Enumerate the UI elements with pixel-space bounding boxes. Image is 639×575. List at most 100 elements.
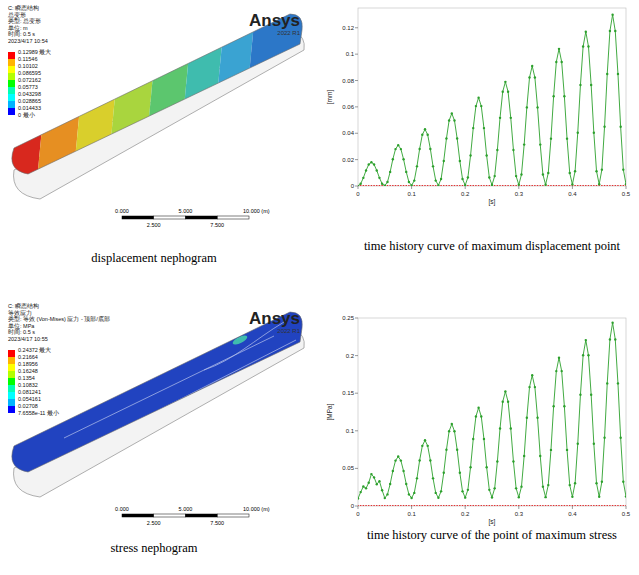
series-marker	[502, 185, 504, 186]
series-marker	[362, 177, 364, 179]
series-marker	[499, 505, 501, 506]
y-tick-label: 0.12	[342, 25, 354, 31]
series-marker	[451, 423, 453, 425]
series-marker	[606, 185, 608, 186]
series-marker	[435, 179, 437, 181]
series-marker	[539, 143, 541, 145]
series-marker	[502, 400, 504, 402]
series-marker	[531, 65, 533, 67]
series-marker	[601, 185, 603, 186]
x-tick	[465, 186, 466, 189]
legend-swatch	[8, 378, 15, 385]
series-marker	[368, 185, 370, 186]
contour-spot	[231, 334, 248, 346]
header-text: 类型: 总变形	[8, 17, 41, 24]
series-marker	[483, 438, 485, 440]
series-marker	[362, 185, 364, 186]
series-marker	[392, 185, 394, 186]
series-marker	[595, 170, 597, 172]
series-marker	[387, 505, 389, 506]
legend-swatch	[8, 87, 15, 94]
series-marker	[537, 505, 539, 506]
series-marker	[609, 505, 611, 506]
series-marker	[520, 485, 522, 487]
series-marker	[601, 505, 603, 506]
series-marker	[365, 505, 367, 506]
series-marker	[571, 496, 573, 498]
series-marker	[373, 185, 375, 186]
series-marker	[577, 132, 579, 134]
series-marker	[386, 181, 388, 183]
series-marker	[421, 445, 423, 447]
series-marker	[505, 505, 507, 506]
series-marker	[418, 148, 420, 150]
legend-swatch	[8, 385, 15, 392]
x-tick-label: 0.4	[568, 191, 577, 197]
header-text: 单位: m	[8, 25, 28, 31]
series-marker	[579, 84, 581, 86]
caption-text: time history curve of maximum displaceme…	[364, 239, 621, 253]
series-marker	[550, 137, 552, 139]
series-marker	[606, 505, 608, 506]
x-tick-label: 0.2	[461, 511, 470, 517]
series-marker	[478, 185, 480, 186]
x-axis-title: [s]	[489, 518, 496, 526]
series-marker	[477, 407, 479, 409]
series-marker	[496, 505, 498, 506]
y-tick	[355, 318, 358, 319]
series-marker	[590, 84, 592, 86]
series-marker	[397, 505, 399, 506]
series-marker	[534, 185, 536, 186]
series-marker	[424, 185, 426, 186]
series-marker	[598, 505, 600, 506]
series-marker	[582, 505, 584, 506]
series-marker	[558, 357, 560, 359]
series-marker	[462, 185, 464, 186]
y-tick	[355, 133, 358, 134]
x-tick	[411, 186, 412, 189]
series-marker	[475, 415, 477, 417]
series-marker	[389, 505, 391, 506]
series-marker	[443, 185, 445, 186]
header-text: 2023/4/17 10:54	[8, 38, 48, 44]
series-marker	[526, 417, 528, 419]
series-marker	[491, 496, 493, 498]
y-tick	[355, 106, 358, 107]
series-marker	[384, 505, 386, 506]
nephogram-panel: C: 瞬态结构等效应力类型: 等效 (Von-Mises) 应力 - 顶部/底部…	[4, 300, 314, 532]
series-marker	[368, 163, 370, 165]
series-marker	[365, 185, 367, 186]
series-marker	[569, 185, 571, 186]
series-marker	[408, 185, 410, 186]
series-marker	[552, 95, 554, 97]
series-marker	[403, 505, 405, 506]
series-marker	[529, 185, 531, 186]
series-marker	[472, 505, 474, 506]
chart-panel: 00.10.20.30.40.500.020.040.060.080.10.12…	[326, 8, 631, 206]
series-marker	[464, 496, 466, 498]
series-marker	[536, 417, 538, 419]
series-marker	[563, 405, 565, 407]
series-marker	[373, 505, 375, 506]
series-marker	[413, 179, 415, 181]
series-marker	[435, 492, 437, 494]
header-text: C: 瞬态结构	[8, 5, 39, 11]
series-marker	[381, 489, 383, 491]
series-marker	[587, 45, 589, 47]
series-marker	[515, 185, 517, 186]
series-marker	[598, 183, 600, 185]
series-marker	[475, 185, 477, 186]
series-marker	[505, 185, 507, 186]
plot-frame	[358, 8, 626, 186]
series-marker	[397, 455, 399, 457]
legend-swatch	[8, 66, 15, 73]
series-marker	[379, 505, 381, 506]
series-marker	[590, 505, 592, 506]
legend-label: 0.081241	[18, 389, 41, 395]
caption-text: stress nephogram	[110, 541, 197, 555]
series-marker	[446, 505, 448, 506]
series-marker	[402, 470, 404, 472]
plot-frame	[358, 318, 626, 506]
series-marker	[574, 185, 576, 186]
series-marker	[378, 480, 380, 482]
